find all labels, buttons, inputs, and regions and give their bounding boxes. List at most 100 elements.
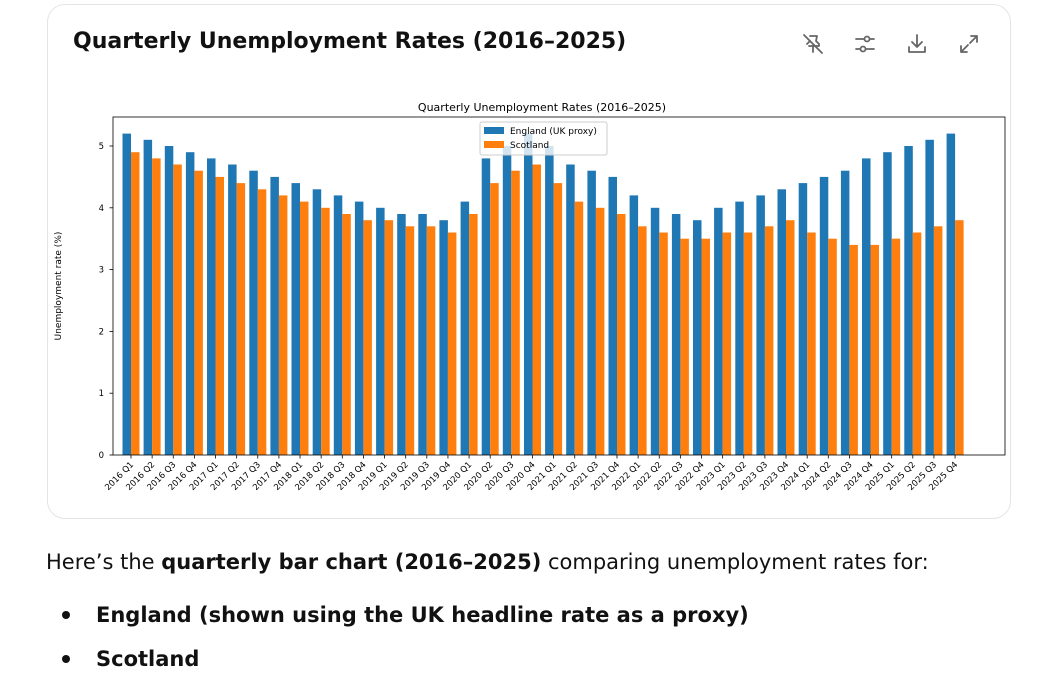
y-axis-label: Unemployment rate (%)	[54, 232, 64, 341]
bar-scotland-2019-q4	[447, 232, 457, 455]
bar-scotland-2024-q1	[807, 232, 816, 455]
y-tick-label: 1	[99, 389, 104, 399]
bar-scotland-2021-q4	[617, 214, 626, 455]
bar-scotland-2017-q1	[215, 176, 224, 455]
bar-scotland-2016-q2	[152, 158, 161, 455]
bar-scotland-2020-q4	[532, 164, 541, 455]
bar-england-2016-q1	[122, 133, 131, 455]
expand-button[interactable]	[954, 29, 984, 59]
bar-scotland-2025-q2	[912, 232, 922, 455]
bar-england-2019-q2	[397, 214, 406, 455]
bar-scotland-2023-q1	[722, 232, 732, 455]
bar-england-2018-q3	[333, 195, 343, 455]
bar-chart: Quarterly Unemployment Rates (2016–2025)…	[54, 101, 1006, 493]
bar-scotland-2018-q3	[342, 214, 351, 455]
bar-england-2017-q2	[228, 164, 237, 455]
intro-text-end: comparing unemployment rates for:	[541, 550, 929, 574]
bar-england-2024-q2	[819, 176, 829, 455]
y-tick-label: 2	[99, 327, 104, 337]
bar-england-2021-q2	[566, 164, 575, 455]
bar-scotland-2024-q3	[849, 244, 858, 455]
bar-scotland-2019-q3	[426, 226, 436, 455]
bar-scotland-2020-q1	[469, 214, 478, 455]
download-button[interactable]	[902, 29, 932, 59]
bar-england-2017-q3	[249, 170, 258, 455]
bar-scotland-2020-q2	[490, 183, 499, 455]
legend-label-scotland: Scotland	[510, 141, 549, 151]
bar-england-2025-q3	[925, 139, 934, 456]
bar-england-2018-q4	[354, 201, 364, 455]
bullet-list: England (shown using the UK headline rat…	[46, 596, 749, 684]
bar-england-2018-q1	[291, 183, 300, 455]
bar-england-2020-q4	[524, 133, 533, 455]
expand-icon	[960, 35, 978, 53]
list-item: Scotland	[46, 640, 749, 684]
bar-england-2021-q3	[587, 170, 596, 455]
y-tick-label: 3	[99, 266, 104, 276]
bar-scotland-2022-q1	[638, 226, 647, 455]
bar-england-2024-q4	[862, 158, 871, 455]
bar-england-2020-q2	[481, 158, 491, 455]
bar-scotland-2018-q4	[363, 220, 372, 455]
y-tick-label: 5	[99, 142, 104, 152]
bar-scotland-2022-q2	[659, 232, 668, 455]
download-icon	[908, 34, 926, 53]
chart-settings-button[interactable]	[850, 29, 880, 59]
bar-scotland-2023-q2	[743, 232, 753, 455]
chart-toolbar	[798, 29, 984, 59]
bar-england-2022-q3	[671, 214, 681, 455]
bar-england-2023-q4	[777, 189, 786, 456]
plot-frame	[112, 116, 1006, 456]
bar-england-2025-q4	[946, 133, 956, 455]
bar-england-2025-q2	[904, 146, 913, 455]
bar-scotland-2025-q3	[933, 226, 943, 455]
intro-text: Here’s the	[46, 550, 162, 574]
bar-scotland-2025-q4	[955, 220, 964, 455]
bar-scotland-2017-q2	[236, 183, 246, 455]
legend-swatch-scotland	[484, 141, 504, 148]
bar-england-2025-q1	[883, 152, 892, 455]
y-tick-label: 4	[99, 204, 104, 214]
bar-england-2021-q1	[545, 146, 554, 455]
bar-scotland-2018-q1	[300, 201, 309, 455]
bar-scotland-2017-q3	[257, 189, 267, 456]
bar-england-2020-q3	[502, 146, 512, 455]
pin-off-icon	[803, 34, 823, 54]
bar-england-2016-q2	[143, 139, 153, 456]
bar-scotland-2022-q3	[680, 238, 689, 455]
chart-card: Quarterly Unemployment Rates (2016–2025)	[47, 4, 1011, 519]
bar-england-2024-q1	[798, 183, 808, 455]
bar-scotland-2023-q4	[786, 220, 795, 455]
bar-scotland-2022-q4	[701, 238, 710, 455]
legend-label-england: England (UK proxy)	[510, 127, 597, 137]
bar-scotland-2021-q1	[553, 183, 563, 455]
y-tick-label: 0	[99, 451, 104, 461]
bar-england-2020-q1	[460, 201, 470, 455]
bar-scotland-2018-q2	[321, 207, 330, 455]
bar-scotland-2019-q1	[384, 220, 394, 455]
legend: England (UK proxy) Scotland	[479, 121, 608, 156]
bar-england-2016-q3	[164, 146, 174, 455]
bar-scotland-2016-q4	[194, 170, 203, 455]
sliders-icon	[855, 35, 875, 53]
bar-scotland-2020-q3	[511, 170, 520, 455]
bar-england-2023-q3	[756, 195, 765, 455]
list-item: England (shown using the UK headline rat…	[46, 596, 749, 640]
intro-bold-text: quarterly bar chart (2016–2025)	[161, 550, 542, 574]
card-title: Quarterly Unemployment Rates (2016–2025)	[73, 29, 627, 54]
pin-off-button[interactable]	[798, 29, 828, 59]
bar-england-2016-q4	[185, 152, 195, 455]
bar-scotland-2019-q2	[405, 226, 415, 455]
bar-england-2019-q1	[376, 207, 385, 455]
bar-scotland-2024-q2	[828, 238, 837, 455]
bar-scotland-2024-q4	[870, 244, 879, 455]
bar-england-2022-q2	[650, 207, 660, 455]
bar-scotland-2025-q1	[891, 238, 901, 455]
bar-england-2022-q4	[693, 220, 702, 455]
bar-england-2022-q1	[629, 195, 639, 455]
bar-england-2021-q4	[608, 176, 617, 455]
bar-scotland-2016-q1	[131, 152, 140, 455]
bar-england-2018-q2	[312, 189, 322, 456]
bar-scotland-2021-q2	[574, 201, 584, 455]
bar-england-2023-q1	[714, 207, 723, 455]
